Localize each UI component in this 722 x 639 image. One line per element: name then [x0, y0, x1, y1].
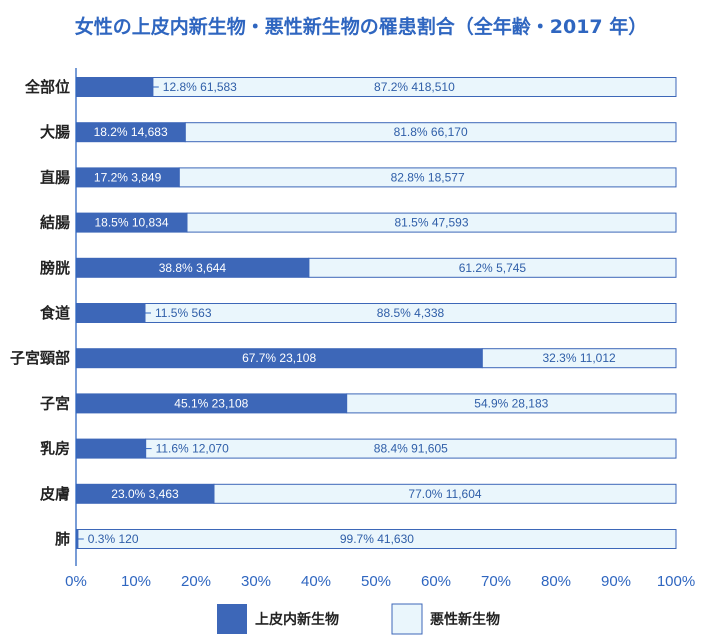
malignant-value-label: 61.2% 5,745 [459, 261, 527, 275]
x-tick-label: 0% [65, 573, 87, 590]
category-label: 食道 [40, 304, 70, 322]
x-tick-label: 70% [481, 573, 511, 590]
bar-in-situ [75, 438, 147, 459]
malignant-value-label: 99.7% 41,630 [340, 532, 414, 546]
legend-label-carcinoma-in-situ: 上皮内新生物 [255, 611, 339, 628]
x-tick-label: 100% [657, 573, 695, 590]
in-situ-value-label: 45.1% 23,108 [174, 396, 248, 410]
category-label: 子宮頸部 [10, 349, 70, 367]
legend-label-malignant-neoplasm: 悪性新生物 [430, 611, 500, 628]
in-situ-value-label: 17.2% 3,849 [94, 170, 162, 184]
malignant-value-label: 32.3% 11,012 [543, 351, 616, 365]
category-label: 子宮 [40, 394, 70, 412]
category-label: 皮膚 [40, 485, 70, 503]
value-labels-group: 12.8% 61,583 87.2% 418,510 18.2% 14,683 81.… [77, 80, 616, 546]
malignant-value-label: 82.8% 18,577 [391, 170, 465, 184]
in-situ-value-label: 11.5% 563 [155, 306, 212, 320]
legend: 上皮内新生物 悪性新生物 [217, 603, 500, 635]
malignant-value-label: 88.5% 4,338 [377, 306, 445, 320]
malignant-value-label: 81.5% 47,593 [394, 216, 468, 230]
malignant-value-label: 77.0% 11,604 [408, 487, 481, 501]
chart-title: 女性の上皮内新生物・悪性新生物の罹患割合（全年齢・2017 年） [75, 15, 648, 38]
bar-in-situ [75, 77, 154, 97]
in-situ-value-label: 11.6% 12,070 [156, 442, 229, 456]
in-situ-value-label: 18.5% 10,834 [94, 216, 168, 230]
in-situ-value-label: 23.0% 3,463 [111, 487, 179, 501]
bar-in-situ [75, 303, 146, 323]
category-label: 膀胱 [40, 259, 70, 277]
malignant-value-label: 81.8% 66,170 [394, 125, 468, 139]
category-label: 肺 [55, 530, 70, 548]
in-situ-value-label: 12.8% 61,583 [163, 80, 237, 94]
in-situ-value-label: 67.7% 23,108 [242, 351, 316, 365]
x-tick-label: 80% [541, 573, 571, 590]
malignant-value-label: 54.9% 28,183 [474, 396, 548, 410]
category-label: 大腸 [40, 123, 70, 141]
category-label: 乳房 [40, 440, 70, 458]
legend-swatch-malignant-neoplasm [391, 603, 423, 635]
in-situ-value-label: 0.3% 120 [88, 532, 139, 546]
category-label: 全部位 [24, 78, 70, 96]
malignant-value-label: 87.2% 418,510 [374, 80, 455, 94]
x-tick-label: 10% [121, 573, 151, 590]
x-axis-ticks-group: 0% 10% 20% 30% 40% 50% 60% 70% 80% 90% 100% [65, 573, 695, 590]
x-tick-label: 90% [601, 573, 631, 590]
category-label: 結腸 [40, 214, 70, 232]
x-tick-label: 30% [241, 573, 271, 590]
x-tick-label: 50% [361, 573, 391, 590]
x-tick-label: 40% [301, 573, 331, 590]
legend-swatch-carcinoma-in-situ [217, 604, 247, 634]
malignant-value-label: 88.4% 91,605 [374, 442, 448, 456]
x-tick-label: 20% [181, 573, 211, 590]
in-situ-value-label: 18.2% 14,683 [94, 125, 168, 139]
in-situ-value-label: 38.8% 3,644 [159, 261, 227, 275]
category-label: 直腸 [40, 168, 70, 186]
x-tick-label: 60% [421, 573, 451, 590]
